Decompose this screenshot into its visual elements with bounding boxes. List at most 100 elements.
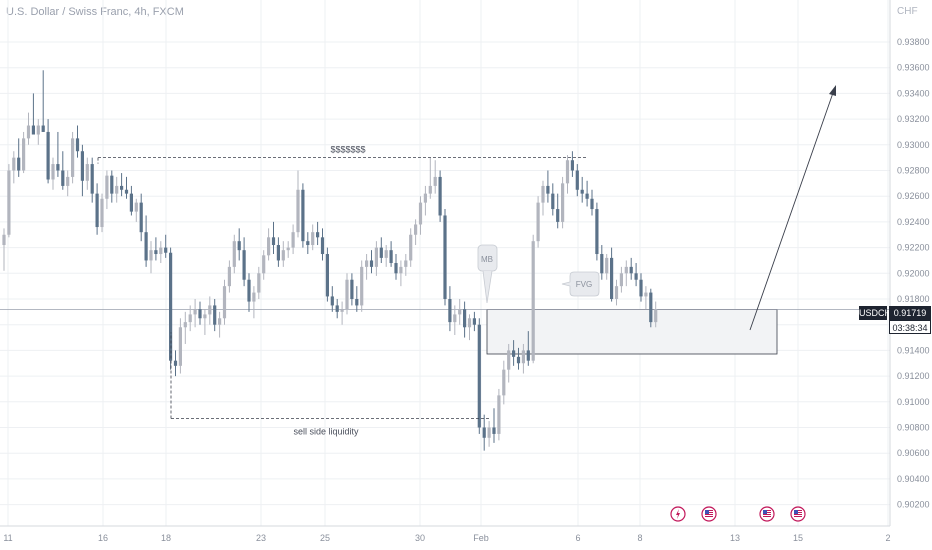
candle-body: [173, 360, 178, 366]
mb-callout-pointer: [482, 270, 493, 304]
candle-body: [340, 309, 344, 312]
candle-body: [580, 189, 584, 194]
candle-body: [423, 193, 427, 203]
projection-arrow-line: [749, 89, 835, 331]
y-tick-label: 0.90400: [897, 474, 930, 484]
y-tick-label: 0.91400: [897, 345, 930, 355]
flag-stripe: [763, 516, 771, 517]
candle-body: [634, 273, 638, 280]
candle-body: [379, 247, 383, 258]
candle-body: [614, 286, 619, 299]
top-label: $$$$$$$: [330, 145, 365, 155]
candle-body: [428, 185, 432, 194]
us-flag-icon[interactable]: [759, 506, 775, 522]
candle-body: [85, 164, 89, 181]
x-tick-label: Feb: [473, 533, 489, 543]
candle-body: [575, 170, 579, 190]
candle-body: [610, 257, 614, 299]
candle-body: [296, 189, 300, 233]
x-tick-label: 6: [575, 533, 580, 543]
flag-stripe: [763, 514, 771, 515]
candle-body: [105, 175, 109, 199]
candle-body: [639, 279, 643, 297]
us-flag-icon[interactable]: [790, 506, 806, 522]
candle-body: [433, 176, 437, 186]
candle-body: [164, 247, 168, 253]
countdown-tag: 03:38:34: [889, 320, 931, 334]
candle-body: [482, 427, 486, 438]
candle-body: [629, 266, 633, 274]
candle-body: [7, 170, 11, 235]
candle-body: [570, 160, 574, 171]
candle-body: [61, 170, 65, 186]
flag-canton: [705, 510, 709, 514]
candle-body: [56, 164, 60, 171]
x-tick-label: 18: [161, 533, 171, 543]
candle-body: [90, 164, 94, 194]
candle-body: [463, 309, 467, 328]
candles: [2, 70, 658, 451]
candle-body: [384, 250, 388, 258]
candle-body: [536, 202, 540, 242]
y-tick-label: 0.93800: [897, 37, 930, 47]
candle-body: [624, 266, 628, 274]
bottom-label: sell side liquidity: [293, 427, 359, 437]
lightning-glyph: [676, 509, 680, 519]
candle-body: [139, 202, 143, 233]
candle-body: [345, 279, 349, 310]
candle-body: [531, 241, 535, 361]
candle-body: [541, 185, 545, 203]
candle-body: [2, 234, 6, 246]
candle-body: [222, 286, 227, 319]
x-tick-label: 13: [730, 533, 740, 543]
candle-body: [365, 260, 369, 267]
candle-body: [507, 350, 511, 370]
candle-body: [301, 189, 305, 242]
candle-body: [22, 138, 26, 171]
candle-body: [512, 350, 516, 357]
candle-body: [178, 327, 182, 366]
fvg-callout-box: [561, 271, 600, 297]
candle-body: [394, 263, 398, 274]
candle-body: [369, 260, 374, 267]
y-tick-label: 0.93400: [897, 88, 930, 98]
last-price: 0.91719: [893, 308, 927, 318]
y-tick-label: 0.92200: [897, 243, 930, 253]
y-tick-label: 0.93600: [897, 63, 930, 73]
demand-zone[interactable]: [486, 309, 778, 355]
candle-body: [526, 350, 530, 361]
y-tick-label: 0.90600: [897, 448, 930, 458]
candle-body: [325, 254, 329, 297]
fvg-label: FVG: [576, 280, 592, 289]
candle-body: [144, 232, 148, 261]
candle-body: [286, 247, 290, 251]
x-tick-label: 8: [637, 533, 642, 543]
candle-body: [188, 314, 192, 323]
candle-body: [218, 318, 222, 325]
y-tick-label: 0.93000: [897, 140, 930, 150]
candle-body: [115, 185, 119, 194]
y-tick-label: 0.92000: [897, 268, 930, 278]
candle-body: [31, 125, 35, 135]
candle-body: [12, 157, 16, 171]
candle-body: [497, 395, 501, 434]
annotations: $$$$$$$ sell side liquidity MB FVG: [97, 85, 836, 437]
candle-body: [355, 299, 359, 306]
candle-body: [213, 305, 217, 325]
flag-stripe: [794, 516, 802, 517]
candle-body: [120, 185, 124, 190]
candle-body: [389, 250, 393, 264]
candle-body: [41, 125, 45, 132]
candle-body: [252, 292, 256, 302]
countdown-text: 03:38:34: [892, 323, 928, 333]
candle-body: [448, 299, 452, 323]
lightning-icon[interactable]: [670, 506, 686, 522]
candle-body: [561, 183, 565, 222]
us-flag-icon[interactable]: [701, 506, 717, 522]
candle-body: [306, 241, 310, 246]
candle-body: [203, 314, 207, 319]
event-icons[interactable]: [670, 506, 806, 522]
y-tick-label: 0.93200: [897, 114, 930, 124]
flag-stripe: [705, 516, 713, 517]
